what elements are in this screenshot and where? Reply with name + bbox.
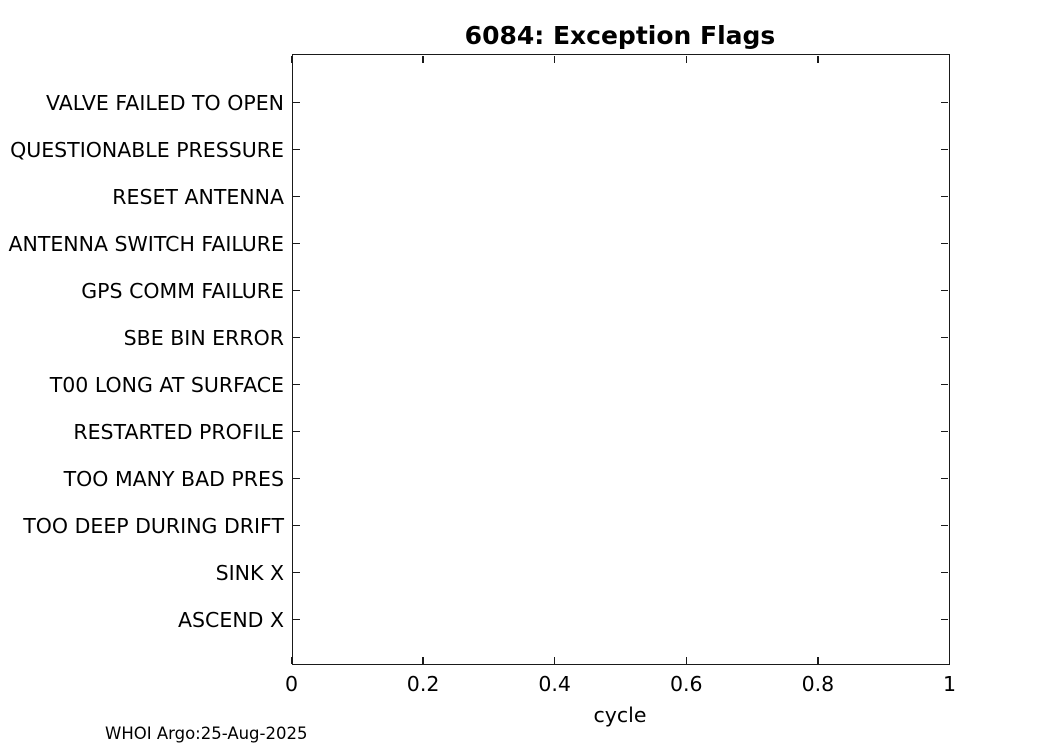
- y-tick-mark-left: [293, 524, 300, 527]
- x-tick-label: 1: [942, 672, 957, 696]
- x-tick-mark-bottom: [422, 656, 424, 664]
- x-tick-label: 0: [284, 672, 299, 696]
- chart-title: 6084: Exception Flags: [464, 21, 776, 50]
- y-tick-mark-left: [293, 430, 300, 433]
- y-tick-label: T00 LONG AT SURFACE: [49, 372, 284, 397]
- x-tick-label: 0.2: [406, 672, 440, 696]
- x-tick-label: 0.4: [538, 672, 571, 696]
- y-tick-mark-right: [941, 148, 948, 151]
- y-tick-mark-left: [293, 571, 300, 574]
- y-tick-label: ANTENNA SWITCH FAILURE: [8, 231, 284, 256]
- y-tick-mark-left: [293, 336, 300, 339]
- y-tick-label: RESTARTED PROFILE: [73, 419, 284, 444]
- y-tick-label: RESET ANTENNA: [112, 184, 284, 209]
- footer-text: WHOI Argo:25-Aug-2025: [105, 724, 308, 743]
- y-tick-mark-left: [293, 148, 300, 151]
- y-tick-mark-left: [293, 101, 300, 104]
- y-tick-mark-right: [941, 101, 948, 104]
- y-tick-label: SBE BIN ERROR: [123, 325, 284, 350]
- y-tick-label: VALVE FAILED TO OPEN: [45, 90, 284, 115]
- y-tick-mark-left: [293, 477, 300, 480]
- y-tick-mark-right: [941, 242, 948, 245]
- x-tick-mark-top: [948, 55, 951, 63]
- y-tick-label: QUESTIONABLE PRESSURE: [10, 137, 284, 162]
- y-tick-mark-right: [941, 430, 948, 433]
- x-tick-mark-top: [422, 55, 424, 63]
- y-tick-label: TOO DEEP DURING DRIFT: [23, 513, 284, 538]
- x-tick-label: 0.8: [801, 672, 835, 696]
- y-tick-mark-left: [293, 242, 300, 245]
- x-tick-mark-bottom: [948, 656, 951, 664]
- y-tick-mark-left: [293, 618, 300, 621]
- plot-area: [291, 54, 950, 665]
- y-tick-mark-left: [293, 289, 300, 292]
- y-tick-mark-right: [941, 289, 948, 292]
- x-tick-mark-top: [553, 55, 556, 63]
- y-tick-mark-right: [941, 336, 948, 339]
- x-tick-mark-bottom: [685, 656, 688, 664]
- y-tick-mark-left: [293, 383, 300, 386]
- y-tick-label: GPS COMM FAILURE: [81, 278, 284, 303]
- y-tick-mark-right: [941, 524, 948, 527]
- x-tick-mark-bottom: [817, 656, 819, 664]
- y-tick-label: ASCEND X: [178, 607, 284, 632]
- x-tick-mark-bottom: [553, 656, 556, 664]
- y-tick-mark-left: [293, 195, 300, 198]
- y-tick-label: SINK X: [215, 560, 284, 585]
- x-axis-label: cycle: [593, 703, 647, 727]
- x-tick-mark-top: [817, 55, 819, 63]
- y-tick-mark-right: [941, 383, 948, 386]
- x-tick-mark-top: [685, 55, 688, 63]
- y-tick-mark-right: [941, 571, 948, 574]
- y-tick-label: TOO MANY BAD PRES: [63, 466, 284, 491]
- x-tick-mark-bottom: [290, 656, 293, 664]
- y-tick-mark-right: [941, 618, 948, 621]
- y-tick-mark-right: [941, 477, 948, 480]
- x-tick-label: 0.6: [669, 672, 703, 696]
- x-tick-mark-top: [290, 55, 293, 63]
- y-tick-mark-right: [941, 195, 948, 198]
